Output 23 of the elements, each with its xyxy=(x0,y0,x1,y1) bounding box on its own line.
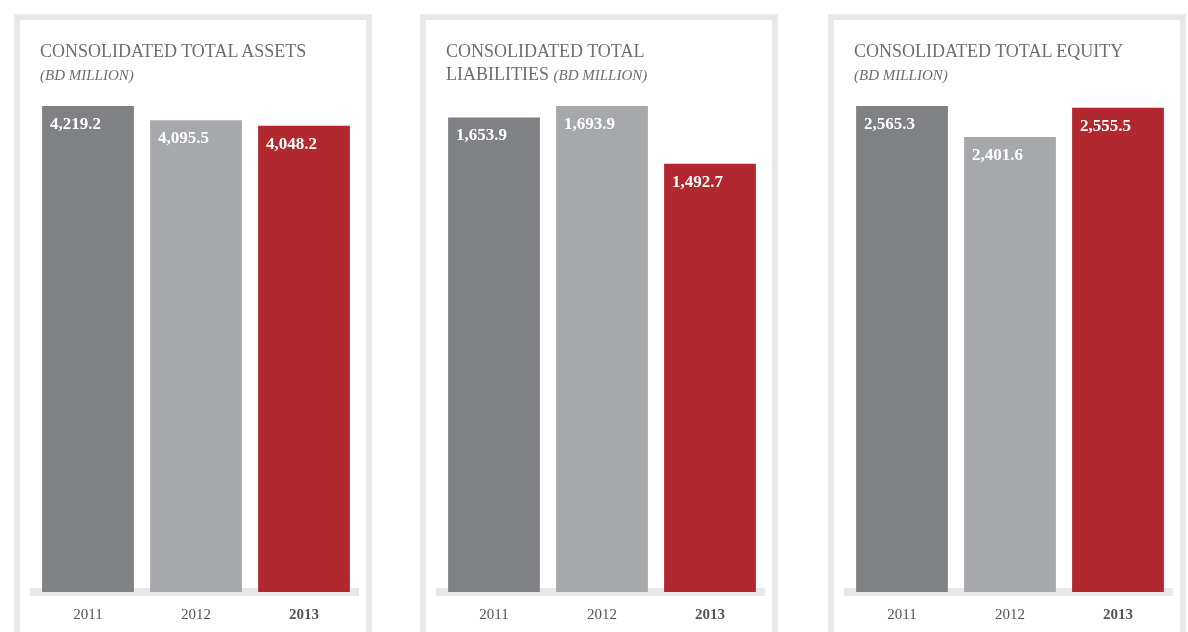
x-tick-label: 2013 xyxy=(289,605,319,622)
x-tick-label: 2011 xyxy=(73,605,103,622)
data-label: 4,048.2 xyxy=(266,133,318,153)
data-label: 1,492.7 xyxy=(672,171,724,191)
chart-title: CONSOLIDATED TOTAL EQUITY xyxy=(854,41,1123,61)
data-label: 4,219.2 xyxy=(50,113,102,133)
x-tick-label: 2012 xyxy=(995,605,1025,622)
data-label: 1,693.9 xyxy=(564,113,616,133)
x-tick-label: 2011 xyxy=(479,605,509,622)
chart-title: CONSOLIDATED TOTAL ASSETS xyxy=(40,41,307,61)
data-label: 4,095.5 xyxy=(158,128,210,148)
x-tick-label: 2012 xyxy=(181,605,211,622)
chart-subtitle: (BD MILLION) xyxy=(553,67,648,83)
x-tick-label: 2011 xyxy=(887,605,917,622)
data-label: 2,555.5 xyxy=(1080,115,1132,135)
chart-subtitle: (BD MILLION) xyxy=(40,67,134,83)
data-label: 1,653.9 xyxy=(456,125,508,145)
chart-subtitle: (BD MILLION) xyxy=(854,67,948,83)
data-label: 2,401.6 xyxy=(972,144,1024,164)
x-tick-label: 2013 xyxy=(695,605,725,622)
data-label: 2,565.3 xyxy=(864,113,916,133)
x-tick-label: 2013 xyxy=(1103,605,1133,622)
x-tick-label: 2012 xyxy=(587,605,617,622)
